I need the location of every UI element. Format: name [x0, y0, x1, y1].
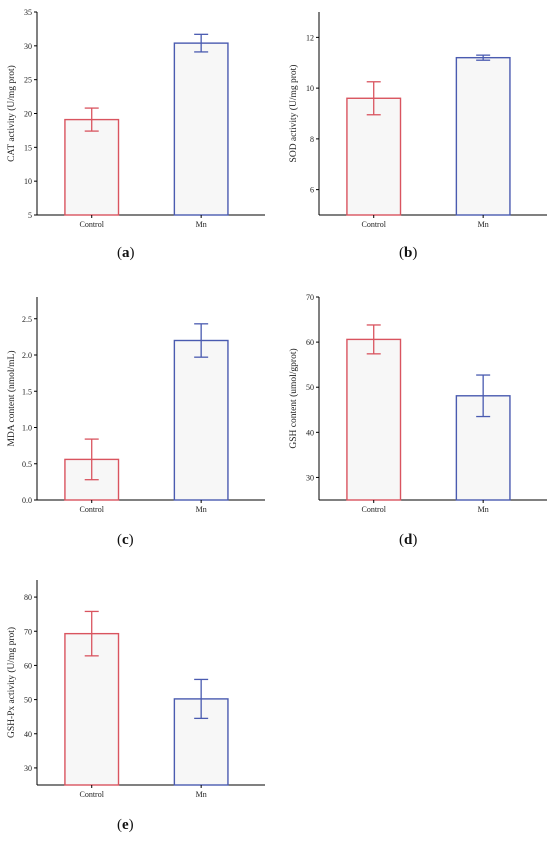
bar-mn — [455, 56, 511, 216]
x-tick-label-control: Control — [361, 220, 386, 229]
x-tick-label-mn: Mn — [478, 220, 489, 229]
y-axis-title: CAT activity (U/mg prot) — [6, 65, 17, 162]
bar-mn — [173, 42, 229, 216]
y-tick-label: 25 — [24, 76, 32, 85]
y-tick-label: 2.5 — [22, 315, 32, 324]
x-tick-label-mn: Mn — [196, 790, 207, 799]
x-tick-label-control: Control — [79, 220, 104, 229]
y-tick-label: 6 — [310, 186, 314, 195]
chart-panel-a: 5 10 15 20 25 30 35 CAT activity (U/mg prot) Con… — [6, 8, 265, 229]
y-axis-title: MDA content (nmol/mL) — [6, 350, 17, 446]
y-tick-label: 0.0 — [22, 496, 32, 505]
x-tick-label-control: Control — [79, 790, 104, 799]
y-tick-label: 1.5 — [22, 387, 32, 396]
y-axis-title: GSH-Px activity (U/mg prot) — [6, 627, 17, 738]
y-tick-label: 5 — [28, 211, 32, 220]
panel-label-c: (c) — [117, 532, 134, 548]
panel-label-a: (a) — [117, 245, 135, 261]
y-tick-label: 10 — [24, 177, 32, 186]
y-tick-label: 10 — [306, 84, 314, 93]
chart-panel-d: 30 40 50 60 70 GSH content (umol/gprot) Contro… — [288, 293, 547, 514]
chart-panel-c: 0.0 0.5 1.0 1.5 2.0 2.5 MDA content (nmol/mL) C… — [6, 297, 265, 514]
y-axis-title: SOD activity (U/mg prot) — [288, 65, 299, 163]
y-tick-label: 12 — [306, 33, 314, 42]
bar-control — [64, 118, 120, 216]
bar-control — [346, 97, 402, 216]
y-tick-label: 50 — [24, 696, 32, 705]
y-tick-label: 2.0 — [22, 351, 32, 360]
y-tick-label: 20 — [24, 110, 32, 119]
bar-control — [64, 632, 120, 786]
y-tick-label: 40 — [306, 428, 314, 437]
y-tick-label: 50 — [306, 383, 314, 392]
y-tick-label: 1.0 — [22, 424, 32, 433]
y-tick-label: 60 — [24, 661, 32, 670]
panel-label-d: (d) — [399, 532, 418, 548]
bar-control — [346, 338, 402, 501]
y-tick-label: 8 — [310, 135, 314, 144]
bar-mn — [173, 339, 229, 501]
y-axis-title: GSH content (umol/gprot) — [288, 348, 299, 448]
y-tick-label: 40 — [24, 730, 32, 739]
x-tick-label-mn: Mn — [196, 220, 207, 229]
x-tick-label-control: Control — [79, 505, 104, 514]
chart-panel-b: 6 8 10 12 SOD activity (U/mg prot) Control Mn — [288, 12, 547, 229]
panel-label-e: (e) — [117, 817, 134, 833]
x-tick-label-mn: Mn — [478, 505, 489, 514]
x-tick-label-mn: Mn — [196, 505, 207, 514]
y-tick-label: 80 — [24, 593, 32, 602]
panel-label-b: (b) — [399, 245, 418, 261]
y-tick-label: 70 — [24, 627, 32, 636]
y-tick-label: 30 — [24, 764, 32, 773]
chart-panel-e: 30 40 50 60 70 80 GSH-Px activity (U/mg prot) C… — [6, 580, 265, 799]
y-tick-label: 30 — [306, 473, 314, 482]
y-tick-label: 0.5 — [22, 460, 32, 469]
y-tick-label: 35 — [24, 8, 32, 17]
y-tick-label: 15 — [24, 143, 32, 152]
y-tick-label: 30 — [24, 42, 32, 51]
y-tick-label: 70 — [306, 293, 314, 302]
x-tick-label-control: Control — [361, 505, 386, 514]
y-tick-label: 60 — [306, 338, 314, 347]
